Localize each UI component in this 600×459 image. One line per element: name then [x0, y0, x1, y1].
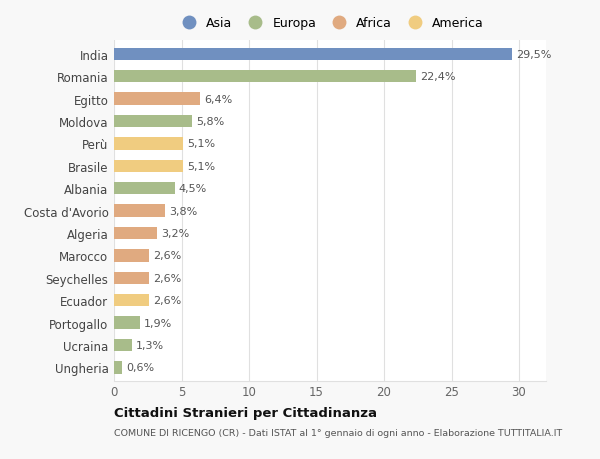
Text: 1,9%: 1,9%: [144, 318, 172, 328]
Bar: [114, 138, 183, 150]
Text: COMUNE DI RICENGO (CR) - Dati ISTAT al 1° gennaio di ogni anno - Elaborazione TU: COMUNE DI RICENGO (CR) - Dati ISTAT al 1…: [114, 428, 562, 437]
Text: 2,6%: 2,6%: [153, 273, 181, 283]
Bar: [114, 93, 200, 106]
Bar: [114, 116, 193, 128]
Text: 29,5%: 29,5%: [516, 50, 551, 60]
Bar: [114, 361, 122, 374]
Bar: [114, 71, 416, 83]
Text: 6,4%: 6,4%: [205, 95, 233, 104]
Text: 2,6%: 2,6%: [153, 251, 181, 261]
Text: 0,6%: 0,6%: [126, 363, 154, 373]
Text: 5,8%: 5,8%: [196, 117, 224, 127]
Bar: [114, 272, 149, 284]
Bar: [114, 49, 512, 61]
Bar: [114, 339, 131, 351]
Text: 5,1%: 5,1%: [187, 139, 215, 149]
Bar: [114, 317, 140, 329]
Bar: [114, 205, 166, 217]
Text: Cittadini Stranieri per Cittadinanza: Cittadini Stranieri per Cittadinanza: [114, 406, 377, 419]
Bar: [114, 160, 183, 173]
Text: 4,5%: 4,5%: [179, 184, 207, 194]
Legend: Asia, Europa, Africa, America: Asia, Europa, Africa, America: [172, 14, 488, 34]
Bar: [114, 294, 149, 307]
Bar: [114, 183, 175, 195]
Text: 2,6%: 2,6%: [153, 296, 181, 306]
Text: 3,2%: 3,2%: [161, 229, 190, 239]
Bar: [114, 227, 157, 240]
Text: 5,1%: 5,1%: [187, 162, 215, 172]
Bar: [114, 250, 149, 262]
Text: 1,3%: 1,3%: [136, 340, 164, 350]
Text: 22,4%: 22,4%: [421, 72, 456, 82]
Text: 3,8%: 3,8%: [169, 206, 197, 216]
